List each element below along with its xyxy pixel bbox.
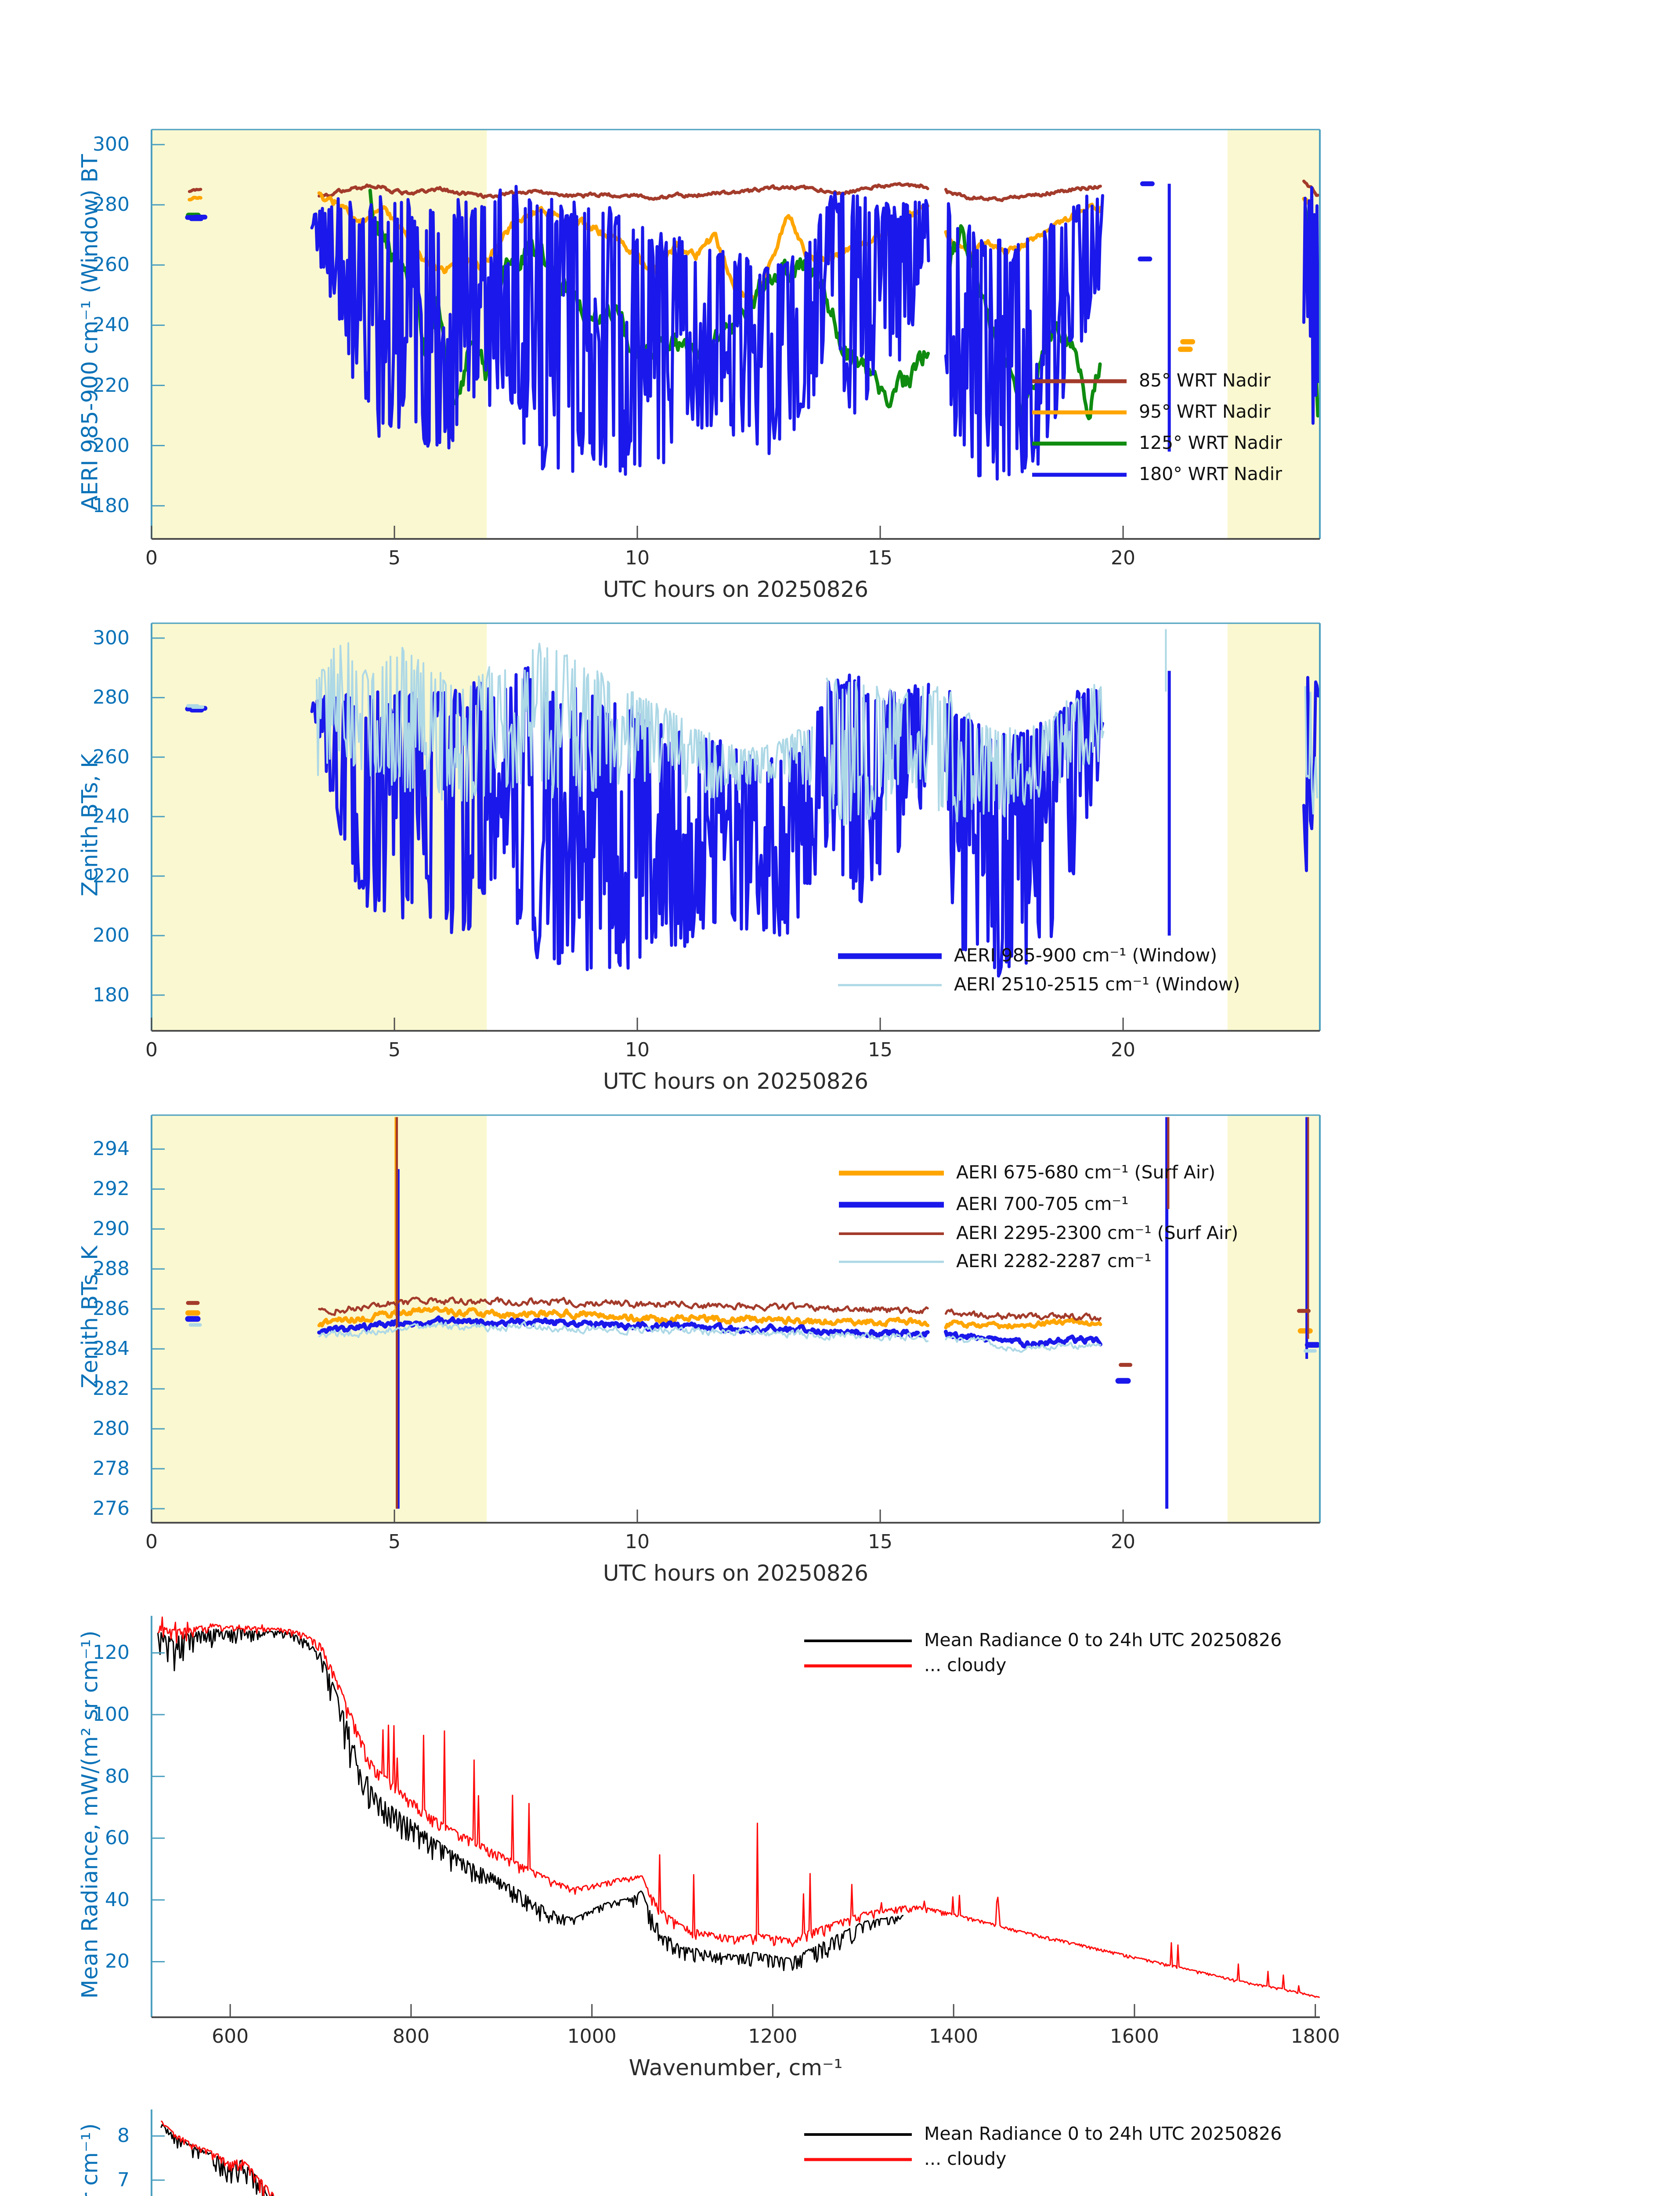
- series-line: [945, 1335, 1102, 1353]
- series-line: [944, 194, 1104, 481]
- chart-4: [151, 1616, 1320, 2018]
- series-line: [318, 1296, 929, 1316]
- series-line: [316, 642, 813, 802]
- shaded-period-band: [1227, 130, 1320, 539]
- series-line: [317, 1315, 930, 1338]
- shaded-period-band: [1227, 1115, 1320, 1523]
- series-layer: [160, 2120, 275, 2196]
- series-line: [944, 1318, 1102, 1329]
- spectrum-line: [158, 1616, 1320, 1998]
- series-line: [318, 182, 929, 201]
- chart-2: [151, 622, 1321, 1032]
- series-layer: [185, 1117, 1320, 1509]
- series-line: [944, 688, 1104, 978]
- chart-1: [151, 129, 1321, 540]
- shaded-period-band: [152, 1115, 487, 1523]
- series-line: [943, 1329, 1102, 1349]
- series-line: [188, 195, 202, 202]
- series-line: [317, 1306, 930, 1328]
- chart-5: [151, 2109, 912, 2196]
- series-line: [944, 184, 1102, 202]
- series-line: [318, 1321, 929, 1343]
- series-line: [1302, 186, 1320, 425]
- series-line: [826, 677, 1105, 826]
- spectrum-line: [157, 1628, 904, 1971]
- series-line: [944, 1308, 1102, 1322]
- series-layer: [185, 629, 1320, 978]
- spectrum-line: [160, 2120, 275, 2196]
- spectrum-line: [160, 2124, 273, 2196]
- chart-3: [151, 1114, 1321, 1524]
- series-line: [310, 184, 930, 476]
- series-layer: [157, 1616, 1320, 1998]
- series-line: [1302, 676, 1320, 872]
- series-line: [1304, 686, 1318, 815]
- series-layer: [185, 179, 1320, 481]
- series-line: [188, 188, 202, 193]
